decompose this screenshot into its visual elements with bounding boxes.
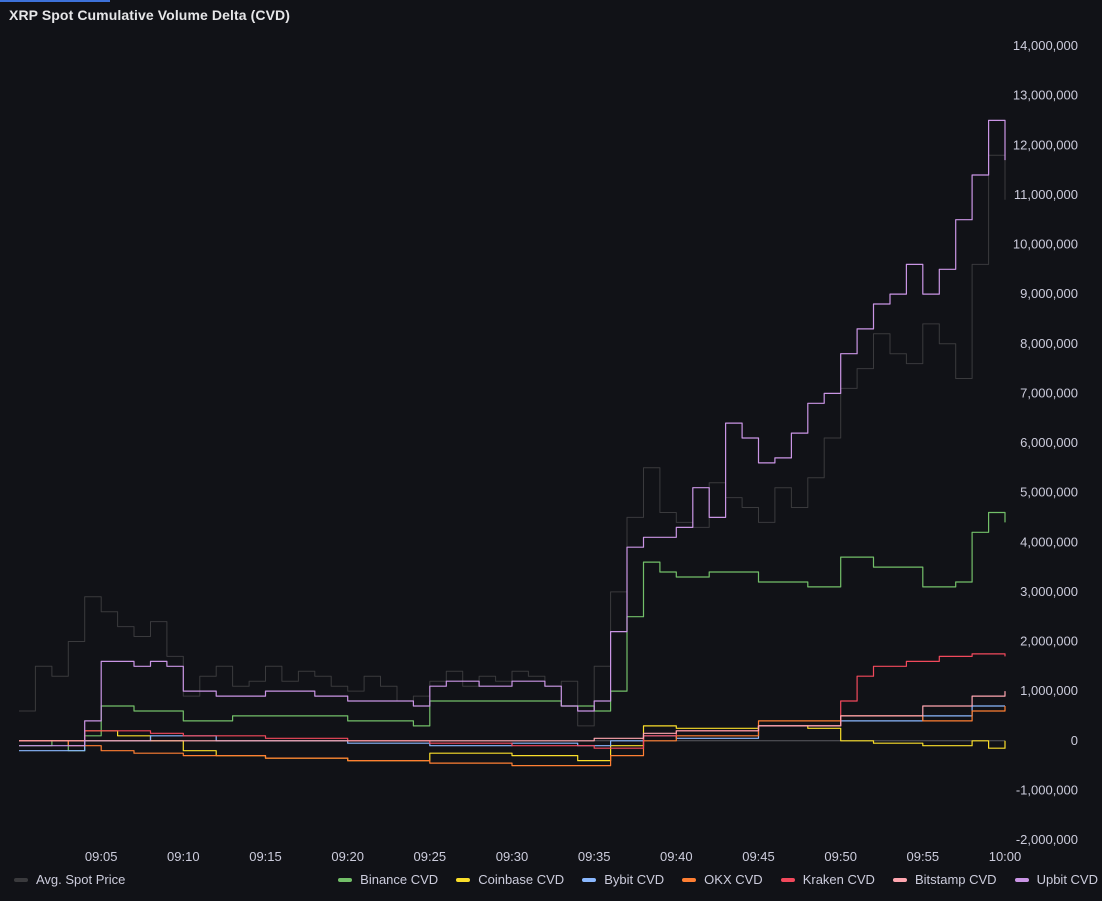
legend-left: Avg. Spot Price xyxy=(14,872,125,887)
legend-label-bybit-cvd: Bybit CVD xyxy=(604,872,665,887)
y-tick-label: 1,000,000 xyxy=(1020,683,1078,698)
y-tick-label: 14,000,000 xyxy=(1013,38,1078,53)
legend-swatch-upbit-cvd xyxy=(1014,877,1029,882)
series-line-avg-spot-price[interactable] xyxy=(19,154,1006,727)
legend-right: Binance CVD Coinbase CVD Bybit CVD OKX C… xyxy=(320,872,1098,887)
series-line-bitstamp-cvd[interactable] xyxy=(19,691,1006,742)
y-tick-label: 6,000,000 xyxy=(1020,435,1078,450)
legend-label-kraken-cvd: Kraken CVD xyxy=(802,872,875,887)
legend-swatch-bybit-cvd xyxy=(582,877,597,882)
legend-label-coinbase-cvd: Coinbase CVD xyxy=(478,872,565,887)
legend-swatch-coinbase-cvd xyxy=(456,877,471,882)
legend-label-okx-cvd: OKX CVD xyxy=(704,872,763,887)
y-tick-label: 9,000,000 xyxy=(1020,286,1078,301)
legend-item-kraken-cvd[interactable]: Kraken CVD xyxy=(780,872,875,887)
y-tick-label: -2,000,000 xyxy=(1016,832,1078,847)
y-tick-label: 7,000,000 xyxy=(1020,385,1078,400)
legend-item-coinbase-cvd[interactable]: Coinbase CVD xyxy=(456,872,564,887)
legend-item-avg-spot-price[interactable]: Avg. Spot Price xyxy=(14,872,125,887)
y-tick-label: 5,000,000 xyxy=(1020,485,1078,500)
x-tick-label: 09:15 xyxy=(249,849,282,864)
legend-item-bybit-cvd[interactable]: Bybit CVD xyxy=(582,872,664,887)
legend-item-bitstamp-cvd[interactable]: Bitstamp CVD xyxy=(892,872,997,887)
x-tick-label: 09:35 xyxy=(578,849,611,864)
legend-swatch-okx-cvd xyxy=(682,877,697,882)
x-tick-label: 10:00 xyxy=(989,849,1022,864)
y-tick-label: 3,000,000 xyxy=(1020,584,1078,599)
y-tick-label: 2,000,000 xyxy=(1020,634,1078,649)
y-tick-label: 10,000,000 xyxy=(1013,237,1078,252)
legend-item-binance-cvd[interactable]: Binance CVD xyxy=(338,872,438,887)
x-tick-label: 09:45 xyxy=(742,849,775,864)
legend-item-upbit-cvd[interactable]: Upbit CVD xyxy=(1014,872,1098,887)
x-tick-label: 09:20 xyxy=(331,849,364,864)
y-tick-label: 13,000,000 xyxy=(1013,88,1078,103)
panel-title: XRP Spot Cumulative Volume Delta (CVD) xyxy=(9,7,290,23)
legend-label-binance-cvd: Binance CVD xyxy=(360,872,439,887)
x-tick-label: 09:30 xyxy=(496,849,529,864)
x-tick-label: 09:50 xyxy=(824,849,857,864)
legend-swatch-binance-cvd xyxy=(338,877,353,882)
x-tick-label: 09:05 xyxy=(85,849,118,864)
x-tick-label: 09:40 xyxy=(660,849,693,864)
legend-label-avg-spot-price: Avg. Spot Price xyxy=(36,872,126,887)
y-tick-label: 0 xyxy=(1071,733,1078,748)
legend-swatch-kraken-cvd xyxy=(780,877,795,882)
legend-swatch-avg-spot-price xyxy=(14,877,28,882)
y-tick-label: 8,000,000 xyxy=(1020,336,1078,351)
series-line-coinbase-cvd[interactable] xyxy=(19,725,1006,762)
legend-label-upbit-cvd: Upbit CVD xyxy=(1036,872,1098,887)
y-tick-label: 4,000,000 xyxy=(1020,534,1078,549)
y-tick-label: -1,000,000 xyxy=(1016,782,1078,797)
panel-top-accent xyxy=(0,0,110,2)
x-tick-label: 09:25 xyxy=(414,849,447,864)
y-tick-label: 12,000,000 xyxy=(1013,137,1078,152)
x-tick-label: 09:10 xyxy=(167,849,200,864)
x-tick-label: 09:55 xyxy=(907,849,940,864)
legend-label-bitstamp-cvd: Bitstamp CVD xyxy=(914,872,997,887)
plot-area xyxy=(19,119,1006,767)
x-axis: 09:05 09:10 09:15 09:20 09:25 09:30 09:35 09:40… xyxy=(85,849,1021,864)
legend-item-okx-cvd[interactable]: OKX CVD xyxy=(682,872,763,887)
series-line-upbit-cvd[interactable] xyxy=(19,119,1006,747)
legend-swatch-bitstamp-cvd xyxy=(892,877,907,882)
y-tick-label: 11,000,000 xyxy=(1014,187,1078,202)
y-axis: 14,000,000 13,000,000 12,000,000 11,000,000… xyxy=(1013,38,1078,847)
